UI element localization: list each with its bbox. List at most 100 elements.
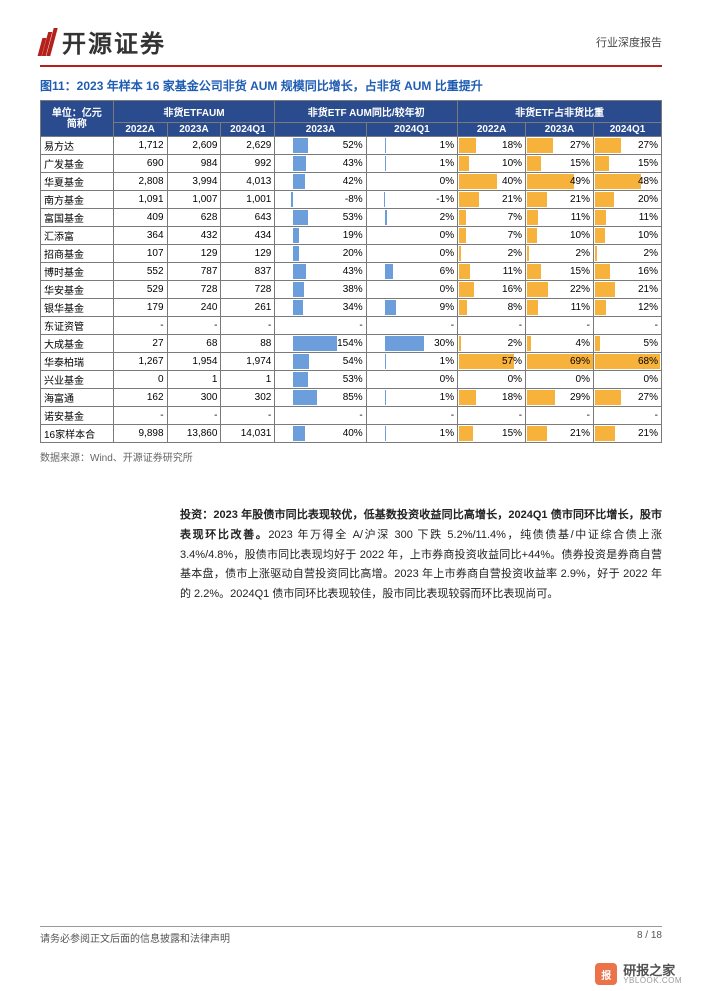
bar-cell: 34%: [275, 299, 366, 317]
table-row: 广发基金69098499243%1%10%15%15%: [41, 155, 662, 173]
pct-cell: 21%: [594, 281, 662, 299]
figure-title: 图11：2023 年样本 16 家基金公司非货 AUM 规模同比增长，占非货 A…: [40, 77, 662, 94]
bar-cell: -: [275, 317, 366, 335]
table-row: 汇添富36443243419%0%7%10%10%: [41, 227, 662, 245]
table-row: 银华基金17924026134%9%8%11%12%: [41, 299, 662, 317]
pct-cell: -: [458, 317, 526, 335]
num-cell: -: [167, 317, 221, 335]
num-cell: 690: [113, 155, 167, 173]
pct-cell: 11%: [594, 209, 662, 227]
watermark-url: YBLOOK.COM: [623, 977, 682, 985]
col-group-aum: 非货ETFAUM: [113, 101, 275, 123]
row-name: 东证资管: [41, 317, 114, 335]
pct-cell: 7%: [458, 227, 526, 245]
num-cell: 27: [113, 335, 167, 353]
footer-page: 8 / 18: [637, 930, 662, 945]
pct-cell: 11%: [526, 299, 594, 317]
num-cell: 13,860: [167, 425, 221, 443]
bar-cell: 0%: [366, 173, 457, 191]
num-cell: 0: [113, 371, 167, 389]
bar-cell: -: [366, 317, 457, 335]
pct-cell: -: [594, 317, 662, 335]
pct-cell: 4%: [526, 335, 594, 353]
row-name: 华安基金: [41, 281, 114, 299]
table-header-group: 单位：亿元 简称 非货ETFAUM 非货ETF AUM同比/较年初 非货ETF占…: [41, 101, 662, 123]
bar-cell: 53%: [275, 371, 366, 389]
num-cell: -: [221, 317, 275, 335]
num-cell: -: [113, 407, 167, 425]
bar-cell: 52%: [275, 137, 366, 155]
table-header-sub: 2022A 2023A 2024Q1 2023A 2024Q1 2022A 20…: [41, 123, 662, 137]
figure-source: 数据来源：Wind、开源证券研究所: [40, 449, 662, 466]
pct-cell: 21%: [526, 425, 594, 443]
bar-cell: 1%: [366, 155, 457, 173]
pct-cell: 15%: [458, 425, 526, 443]
num-cell: 529: [113, 281, 167, 299]
row-name: 海富通: [41, 389, 114, 407]
pct-cell: 10%: [594, 227, 662, 245]
pct-cell: 27%: [594, 137, 662, 155]
row-name: 16家样本合: [41, 425, 114, 443]
num-cell: 1,091: [113, 191, 167, 209]
pct-cell: 27%: [594, 389, 662, 407]
pct-cell: 12%: [594, 299, 662, 317]
row-name: 广发基金: [41, 155, 114, 173]
table-row: 16家样本合9,89813,86014,03140%1%15%21%21%: [41, 425, 662, 443]
num-cell: 552: [113, 263, 167, 281]
table-row: 诺安基金--------: [41, 407, 662, 425]
num-cell: 728: [221, 281, 275, 299]
row-name: 华夏基金: [41, 173, 114, 191]
bar-cell: 38%: [275, 281, 366, 299]
pct-cell: 69%: [526, 353, 594, 371]
pct-cell: 5%: [594, 335, 662, 353]
bar-cell: 1%: [366, 389, 457, 407]
page-header: 开源证券 行业深度报告: [40, 24, 662, 67]
watermark-cn: 研报之家: [623, 964, 682, 977]
bar-cell: 42%: [275, 173, 366, 191]
row-name: 汇添富: [41, 227, 114, 245]
pct-cell: 29%: [526, 389, 594, 407]
num-cell: 628: [167, 209, 221, 227]
bar-cell: -8%: [275, 191, 366, 209]
bar-cell: 19%: [275, 227, 366, 245]
bar-cell: 40%: [275, 425, 366, 443]
pct-cell: 15%: [526, 155, 594, 173]
num-cell: 1,974: [221, 353, 275, 371]
bar-cell: -: [366, 407, 457, 425]
table-row: 南方基金1,0911,0071,001-8%-1%21%21%20%: [41, 191, 662, 209]
bar-cell: 1%: [366, 353, 457, 371]
num-cell: 409: [113, 209, 167, 227]
pct-cell: 7%: [458, 209, 526, 227]
pct-cell: 15%: [594, 155, 662, 173]
bar-cell: 0%: [366, 245, 457, 263]
num-cell: 129: [167, 245, 221, 263]
row-name: 招商基金: [41, 245, 114, 263]
pct-cell: 11%: [526, 209, 594, 227]
footer-disclaimer: 请务必参阅正文后面的信息披露和法律声明: [40, 930, 230, 945]
pct-cell: 21%: [458, 191, 526, 209]
bar-cell: 43%: [275, 155, 366, 173]
table-row: 海富通16230030285%1%18%29%27%: [41, 389, 662, 407]
pct-cell: 21%: [526, 191, 594, 209]
num-cell: 4,013: [221, 173, 275, 191]
pct-cell: 40%: [458, 173, 526, 191]
num-cell: 2,609: [167, 137, 221, 155]
col-group-yoy: 非货ETF AUM同比/较年初: [275, 101, 458, 123]
bar-cell: 154%: [275, 335, 366, 353]
num-cell: 129: [221, 245, 275, 263]
col-unit: 单位：亿元 简称: [41, 101, 114, 137]
num-cell: 1,001: [221, 191, 275, 209]
pct-cell: 57%: [458, 353, 526, 371]
bar-cell: -1%: [366, 191, 457, 209]
num-cell: -: [113, 317, 167, 335]
table-row: 华安基金52972872838%0%16%22%21%: [41, 281, 662, 299]
num-cell: 107: [113, 245, 167, 263]
pct-cell: 0%: [458, 371, 526, 389]
bar-cell: 1%: [366, 137, 457, 155]
pct-cell: 18%: [458, 137, 526, 155]
bar-cell: 9%: [366, 299, 457, 317]
table-row: 博时基金55278783743%6%11%15%16%: [41, 263, 662, 281]
table-row: 富国基金40962864353%2%7%11%11%: [41, 209, 662, 227]
table-row: 华泰柏瑞1,2671,9541,97454%1%57%69%68%: [41, 353, 662, 371]
num-cell: 432: [167, 227, 221, 245]
